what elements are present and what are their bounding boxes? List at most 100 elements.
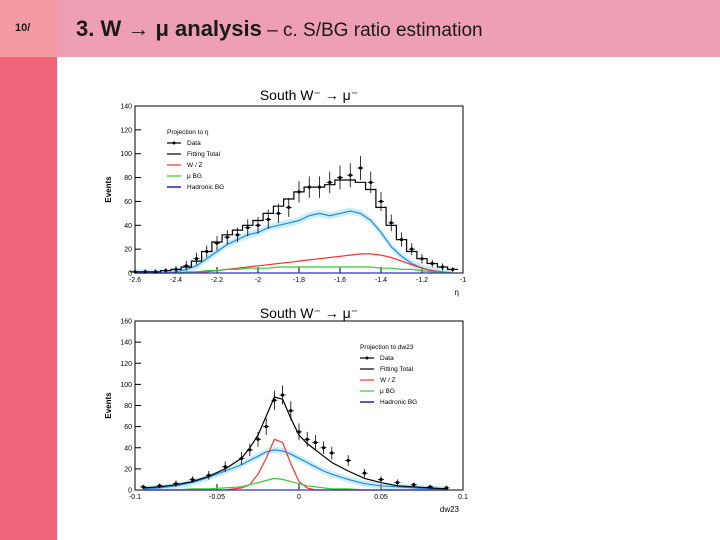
data-point [379,477,383,482]
data-point [225,235,229,239]
header-bar [0,0,720,57]
data-point [322,446,326,450]
y-tick-label: 0 [128,271,132,278]
chart-title: South W⁻ → μ⁻ [260,305,358,321]
data-point [389,221,393,225]
data-point [430,261,434,266]
x-tick-label: -1.6 [334,277,346,284]
band-center-line [135,210,453,274]
data-point [194,257,199,261]
data-point [297,190,301,194]
y-axis-label: Events [104,176,113,203]
y-tick-label: 80 [124,175,132,182]
data-point [305,437,309,441]
x-tick-label: -0.05 [209,494,225,501]
data-point [440,265,445,269]
legend-entry: Hadronic BG [380,399,417,406]
legend-entry: W / Z [187,162,203,169]
data-point [207,473,211,477]
chart-title: South W⁻ → μ⁻ [260,87,358,103]
data-point [451,267,455,272]
data-point [369,180,373,184]
data-point [143,270,147,274]
slide-title: 3. W → μ analysis – c. S/BG ratio estima… [76,16,483,42]
y-tick-label: 100 [120,151,132,158]
data-point [190,477,194,482]
legend-marker [365,356,369,360]
y-tick-label: 140 [120,104,132,111]
data-point [363,471,367,475]
slide-number: 10/ [15,22,31,34]
y-tick-label: 140 [120,340,132,347]
data-point [158,484,162,488]
data-point [264,425,268,429]
x-tick-label: -1.2 [416,277,428,284]
data-point [174,267,178,272]
y-tick-label: 40 [124,223,132,230]
y-tick-label: 20 [124,247,132,254]
data-point [445,486,449,490]
data-point [330,451,334,455]
x-tick-label: -1.8 [293,277,305,284]
data-point [266,217,270,221]
eta-projection-chart: South W⁻ → μ⁻ 0 20 40 60 80 100 120 140 -2.6 -2.4 -… [104,87,466,297]
data-point [287,205,291,209]
data-point [307,185,311,189]
legend-entry: μ BG [187,173,202,180]
data-point [272,398,276,402]
legend-entry: μ BG [380,388,395,395]
data-point [276,211,281,215]
series-line-fitting-total [143,396,447,490]
x-tick-label: -2.2 [211,277,223,284]
data-point [410,247,414,251]
x-tick-label: -1 [460,277,466,284]
legend-entry: Fitting Total [187,151,221,158]
data-point [399,238,404,242]
data-point [379,199,383,204]
data-point [338,175,342,180]
data-point [412,483,416,487]
data-point [428,485,432,489]
data-point [281,393,285,397]
x-tick-label: -1.4 [375,277,387,284]
data-point [153,270,158,274]
slide-title-sub: – c. S/BG ratio estimation [261,20,483,41]
data-point [133,270,137,274]
series-line-fitting-total [129,179,458,273]
data-point [256,223,260,227]
legend-entry: Data [380,355,394,362]
legend-entry: Hadronic BG [187,184,224,191]
data-point [215,241,219,245]
y-tick-label: 60 [124,424,132,431]
legend-entry: Fitting Total [380,366,414,373]
y-tick-label: 0 [128,488,132,495]
data-point [289,409,293,413]
data-point [317,185,322,189]
y-tick-label: 100 [120,382,132,389]
data-point [235,233,240,237]
legend-marker [172,141,176,145]
data-point [223,465,227,469]
slide-number-box: 10/ [0,0,57,57]
y-axis-label: Events [104,392,113,419]
y-tick-label: 60 [124,199,132,206]
data-point [297,430,301,434]
data-point [248,448,252,452]
series-line-bg [135,266,453,274]
slide-title-main: 3. W → μ analysis [76,16,262,41]
data-point [346,458,350,463]
data-point [395,481,399,485]
y-tick-label: 120 [120,361,132,368]
data-point [420,257,424,261]
data-point [240,456,244,460]
data-point [205,249,209,254]
left-accent-bar [0,57,57,540]
y-tick-label: 80 [124,403,132,410]
x-axis-label: dw23 [440,505,460,514]
x-tick-label: 0.05 [374,494,388,501]
legend-title: Projection to dw23 [360,344,414,351]
x-tick-label: -0.1 [129,494,141,501]
x-tick-label: -2.6 [129,277,141,284]
data-point [313,440,317,445]
data-point [256,437,260,441]
